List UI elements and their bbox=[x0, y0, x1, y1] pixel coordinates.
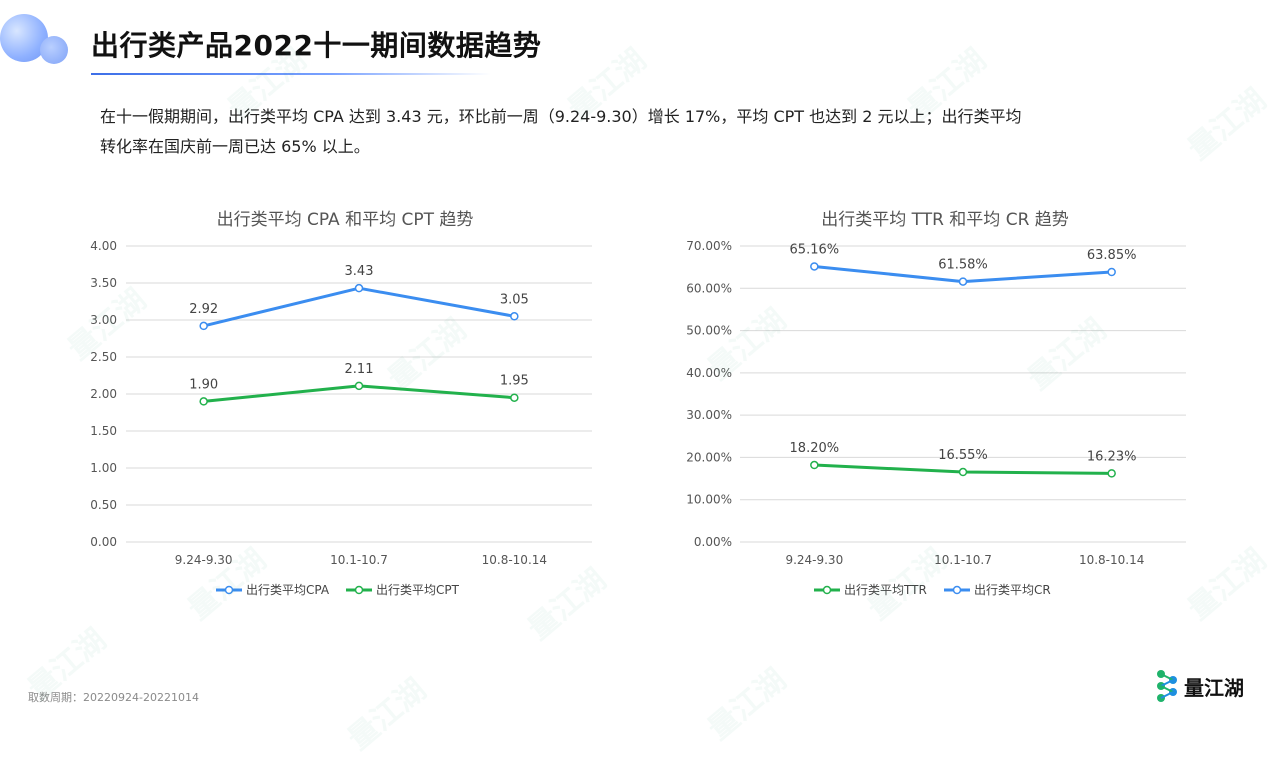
y-tick-label: 0.00 bbox=[90, 535, 117, 549]
data-label: 16.55% bbox=[938, 448, 988, 463]
data-label: 1.90 bbox=[189, 377, 218, 392]
page-title: 出行类产品2022十一期间数据趋势 bbox=[91, 29, 542, 62]
data-label: 16.23% bbox=[1087, 449, 1137, 464]
y-tick-label: 0.00% bbox=[694, 535, 732, 549]
data-label: 65.16% bbox=[790, 242, 840, 257]
data-point bbox=[510, 312, 519, 321]
logo-text: 量江湖 bbox=[1184, 675, 1244, 700]
x-tick-label: 10.1-10.7 bbox=[934, 553, 992, 567]
data-point bbox=[510, 393, 519, 402]
data-label: 61.58% bbox=[938, 258, 988, 273]
legend-label: 出行类平均CPT bbox=[376, 583, 460, 597]
legend-label: 出行类平均CR bbox=[974, 583, 1051, 597]
data-period-note: 取数周期：20220924-20221014 bbox=[28, 691, 199, 704]
chart-ttr-cr: 0.00% 10.00% 20.00% 30.00% 40.00% 50.00% 60.00… bbox=[686, 239, 1186, 597]
y-tick-label: 4.00 bbox=[90, 239, 117, 253]
data-label: 3.43 bbox=[345, 264, 374, 279]
data-point bbox=[810, 460, 819, 470]
summary-text: 在十一假期期间，出行类平均 CPA 达到 3.43 元，环比前一周（9.24-9… bbox=[100, 102, 1190, 162]
x-tick-label: 10.8-10.14 bbox=[1079, 553, 1144, 567]
data-label: 18.20% bbox=[790, 441, 840, 456]
y-tick-label: 50.00% bbox=[686, 324, 732, 338]
y-tick-label: 70.00% bbox=[686, 239, 732, 253]
y-tick-label: 0.50 bbox=[90, 498, 117, 512]
y-tick-label: 2.00 bbox=[90, 387, 117, 401]
y-tick-label: 20.00% bbox=[686, 450, 732, 464]
data-point bbox=[1107, 267, 1116, 277]
data-point bbox=[810, 262, 819, 271]
y-tick-label: 3.00 bbox=[90, 313, 117, 327]
data-label: 63.85% bbox=[1087, 248, 1137, 263]
y-tick-label: 2.50 bbox=[90, 350, 117, 364]
summary-line-1: 在十一假期期间，出行类平均 CPA 达到 3.43 元，环比前一周（9.24-9… bbox=[100, 107, 1022, 126]
y-tick-label: 1.00 bbox=[90, 461, 117, 475]
data-label: 3.05 bbox=[500, 292, 529, 307]
legend-label: 出行类平均TTR bbox=[844, 583, 927, 597]
x-tick-label: 9.24-9.30 bbox=[785, 553, 843, 567]
legend-label: 出行类平均CPA bbox=[246, 583, 330, 597]
data-point bbox=[354, 381, 364, 391]
data-point bbox=[199, 321, 208, 331]
legend-swatch-marker bbox=[952, 585, 962, 595]
x-tick-label: 10.8-10.14 bbox=[482, 553, 547, 567]
data-label: 2.11 bbox=[345, 362, 374, 377]
legend-swatch-marker bbox=[354, 585, 364, 595]
y-tick-label: 30.00% bbox=[686, 408, 732, 422]
y-tick-label: 60.00% bbox=[686, 281, 732, 295]
chart-title-ttr-cr: 出行类平均 TTR 和平均 CR 趋势 bbox=[821, 210, 1069, 230]
x-tick-label: 9.24-9.30 bbox=[175, 553, 233, 567]
decor-circle-small bbox=[40, 36, 68, 64]
data-point bbox=[958, 467, 968, 477]
data-point bbox=[958, 277, 968, 286]
chart-cpa-cpt: 0.00 0.50 1.00 1.50 2.00 2.50 3.00 3.50 4.00 9.24… bbox=[90, 239, 592, 597]
x-tick-label: 10.1-10.7 bbox=[330, 553, 388, 567]
brand-logo: 量江湖 bbox=[1154, 668, 1244, 704]
data-point bbox=[1107, 469, 1116, 478]
y-tick-label: 3.50 bbox=[90, 276, 117, 290]
data-label: 1.95 bbox=[500, 374, 529, 389]
chart-title-cpa-cpt: 出行类平均 CPA 和平均 CPT 趋势 bbox=[216, 210, 474, 230]
logo-mark-icon bbox=[1157, 670, 1177, 702]
y-tick-label: 10.00% bbox=[686, 493, 732, 507]
y-tick-label: 40.00% bbox=[686, 366, 732, 380]
summary-line-2: 转化率在国庆前一周已达 65% 以上。 bbox=[100, 137, 370, 156]
y-tick-label: 1.50 bbox=[90, 424, 117, 438]
title-underline bbox=[91, 73, 491, 75]
legend-swatch-marker bbox=[822, 585, 832, 595]
data-point bbox=[354, 283, 364, 293]
legend-swatch-marker bbox=[224, 585, 234, 595]
data-label: 2.92 bbox=[189, 302, 218, 317]
data-point bbox=[199, 397, 208, 406]
